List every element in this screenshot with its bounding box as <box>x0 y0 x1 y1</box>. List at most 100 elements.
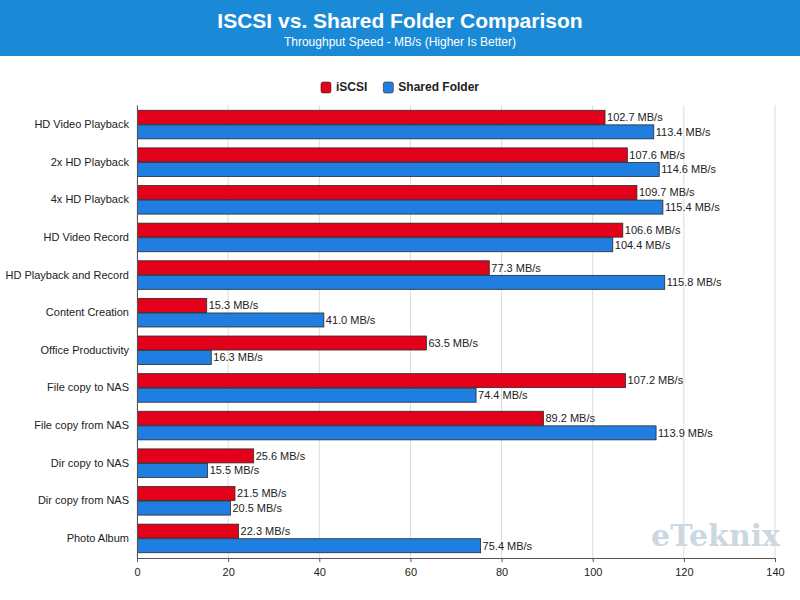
grid-line <box>775 105 776 558</box>
bar <box>137 238 613 252</box>
legend-item: Shared Folder <box>383 80 479 94</box>
y-tick: HD Playback and Record <box>5 269 129 281</box>
x-tick: 80 <box>496 558 508 578</box>
bar <box>137 351 211 365</box>
legend: iSCSI Shared Folder <box>321 80 479 94</box>
x-tick: 40 <box>314 558 326 578</box>
data-label: 21.5 MB/s <box>237 487 287 499</box>
y-tick-label: HD Video Record <box>44 231 129 243</box>
legend-item: iSCSI <box>321 80 367 94</box>
y-tick: HD Video Record <box>44 231 129 243</box>
data-label: 114.6 MB/s <box>661 163 716 175</box>
x-tick: 0 <box>134 558 140 578</box>
x-tick-mark <box>410 558 411 562</box>
data-label: 107.6 MB/s <box>629 149 685 161</box>
bar <box>137 162 659 176</box>
x-tick-mark <box>319 558 320 562</box>
bar <box>137 374 626 388</box>
x-tick-mark <box>502 558 503 562</box>
y-tick: Office Productivity <box>41 344 130 356</box>
watermark: eTeknix <box>651 518 781 553</box>
bar <box>137 524 239 538</box>
bar <box>137 487 235 501</box>
y-tick: 2x HD Playback <box>51 156 130 168</box>
y-tick-label: File copy from NAS <box>34 419 129 431</box>
x-tick-mark <box>684 558 685 562</box>
bar <box>137 275 665 289</box>
y-tick-label: HD Video Playback <box>34 118 129 130</box>
x-tick-label: 100 <box>584 566 602 578</box>
title-banner <box>0 0 800 56</box>
y-axis-line <box>137 106 138 559</box>
x-axis: 0 20 40 60 80 100 120 140 <box>134 558 784 578</box>
y-tick: Photo Album <box>67 532 129 544</box>
bar <box>137 539 481 553</box>
title: ISCSI vs. Shared Folder Comparison <box>217 9 582 32</box>
data-label: 115.8 MB/s <box>667 276 722 288</box>
x-tick: 100 <box>584 558 602 578</box>
legend-label: iSCSI <box>336 80 367 94</box>
grid <box>137 105 775 558</box>
y-tick-label: Photo Album <box>67 532 129 544</box>
data-label: 25.6 MB/s <box>256 450 306 462</box>
data-labels: 102.7 MB/s107.6 MB/s109.7 MB/s106.6 MB/s… <box>209 111 722 551</box>
data-label: 113.4 MB/s <box>656 126 711 138</box>
y-tick-label: 2x HD Playback <box>51 156 130 168</box>
y-tick: Content Creation <box>46 306 129 318</box>
legend-swatch <box>321 82 331 93</box>
data-label: 41.0 MB/s <box>326 314 376 326</box>
legend-swatch <box>383 82 393 93</box>
x-tick-label: 80 <box>496 566 508 578</box>
y-axis: HD Video Playback 2x HD Playback 4x HD Pla… <box>5 106 137 559</box>
bar <box>137 501 230 515</box>
bar <box>137 298 207 312</box>
bar <box>137 411 543 425</box>
bar <box>137 426 656 440</box>
bar <box>137 148 627 162</box>
x-tick-label: 60 <box>405 566 417 578</box>
x-axis-line <box>138 558 776 559</box>
y-tick-label: HD Playback and Record <box>5 269 129 281</box>
y-tick-label: Content Creation <box>46 306 129 318</box>
y-tick: HD Video Playback <box>34 118 129 130</box>
chart-svg: ISCSI vs. Shared Folder Comparison Throug… <box>0 0 800 600</box>
legend-label: Shared Folder <box>398 80 479 94</box>
bar <box>137 463 208 477</box>
bar <box>137 449 254 463</box>
subtitle: Throughput Speed - MB/s (Higher Is Bette… <box>284 35 516 49</box>
bar <box>137 313 324 327</box>
grid-line <box>137 105 138 558</box>
x-tick-label: 20 <box>223 566 235 578</box>
y-tick-label: 4x HD Playback <box>51 193 130 205</box>
x-tick-label: 140 <box>766 566 784 578</box>
y-tick: File copy from NAS <box>34 419 129 431</box>
x-tick: 140 <box>766 558 784 578</box>
y-tick-label: Office Productivity <box>41 344 130 356</box>
x-tick-label: 120 <box>675 566 693 578</box>
data-label: 107.2 MB/s <box>628 374 684 386</box>
data-label: 75.4 MB/s <box>483 540 533 552</box>
data-label: 20.5 MB/s <box>232 502 282 514</box>
data-label: 22.3 MB/s <box>241 525 291 537</box>
y-tick: File copy to NAS <box>47 381 129 393</box>
data-label: 63.5 MB/s <box>428 337 478 349</box>
y-tick-label: Dir copy from NAS <box>38 494 129 506</box>
x-tick-label: 40 <box>314 566 326 578</box>
y-tick: Dir copy from NAS <box>38 494 129 506</box>
chart-container: ISCSI vs. Shared Folder Comparison Throug… <box>0 0 800 600</box>
data-label: 16.3 MB/s <box>213 351 263 363</box>
data-label: 74.4 MB/s <box>478 389 528 401</box>
data-label: 77.3 MB/s <box>491 262 541 274</box>
data-label: 104.4 MB/s <box>615 239 671 251</box>
y-tick-label: File copy to NAS <box>47 381 129 393</box>
x-tick-label: 0 <box>134 566 140 578</box>
y-tick-label: Dir copy to NAS <box>51 457 129 469</box>
bar <box>137 223 623 237</box>
x-tick-mark <box>228 558 229 562</box>
data-label: 115.4 MB/s <box>665 201 720 213</box>
data-label: 113.9 MB/s <box>658 427 713 439</box>
x-tick-mark <box>775 558 776 562</box>
x-tick-mark <box>137 558 138 562</box>
bars <box>137 110 665 552</box>
x-tick: 120 <box>675 558 693 578</box>
